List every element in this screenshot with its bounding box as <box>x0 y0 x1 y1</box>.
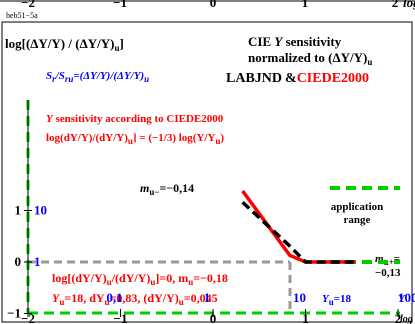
annotation: Y sensitivity according to CIEDE2000 <box>46 113 224 125</box>
frame <box>1 21 413 323</box>
y-scale-label: 100 <box>398 290 415 305</box>
strip-label: −1 <box>113 0 127 10</box>
y-scale-label: 1 <box>204 290 211 305</box>
subtitle: CIE Y sensitivity <box>248 34 342 49</box>
legend-entry: LABJND <box>226 71 282 86</box>
annotation: log[(dY/Y)u/(dY/Y)u]=0, mu=−0,18 <box>52 271 228 287</box>
annotation: mu−=−0,14 <box>140 181 194 197</box>
yu-label: Yu=18 <box>322 293 352 307</box>
y-ratio-label: 10 <box>34 203 47 218</box>
x-axis-label: log Y <box>400 314 415 324</box>
y-tick-label: 1 <box>15 203 22 218</box>
strip-label: log Y <box>403 0 415 10</box>
y-tick-label: 0 <box>15 254 22 269</box>
series-line <box>241 200 356 264</box>
subtitle: normalized to (ΔY/Y)u <box>248 50 372 67</box>
annotation: log(dY/Y)/(dY/Y)u] = (−1/3) log(Y/Yu) <box>46 132 224 146</box>
ratio-label: Sr/Sru=(ΔY/Y)/(ΔY/Y)u <box>46 70 149 84</box>
x-tick-label: −2 <box>21 311 35 324</box>
y-scale-label: 10 <box>293 290 306 305</box>
y-label: Y <box>398 293 406 305</box>
chart-title: log[(ΔY/Y) / (ΔY/Y)u] <box>5 36 124 53</box>
annotation: Yu=18, dYu=0,83, (dY/Y)u=0,045 <box>52 291 218 307</box>
annotation: application range <box>331 201 384 226</box>
annotation: mu+= −0,13 <box>375 253 401 279</box>
y-scale-label: 0,1 <box>106 290 122 305</box>
code: heb51−5a <box>6 11 38 20</box>
legend: LABJND &CIEDE2000 <box>226 71 369 86</box>
legend-entry: CIEDE2000 <box>297 71 369 86</box>
strip-label: −2 <box>21 0 35 10</box>
x-tick-label: 1 <box>302 311 309 324</box>
x-tick-label: 0 <box>210 311 217 324</box>
top-strip: −2 −1 0 1 2 log Y <box>21 0 415 10</box>
strip-label: 2 <box>392 0 399 10</box>
strip-label: 1 <box>302 0 309 10</box>
y-tick-label: −1 <box>7 306 21 321</box>
x-tick-label: 2 <box>395 311 402 324</box>
x-tick-label: −1 <box>114 311 128 324</box>
strip-label: 0 <box>210 0 217 10</box>
y-ratio-label: 1 <box>34 254 41 269</box>
